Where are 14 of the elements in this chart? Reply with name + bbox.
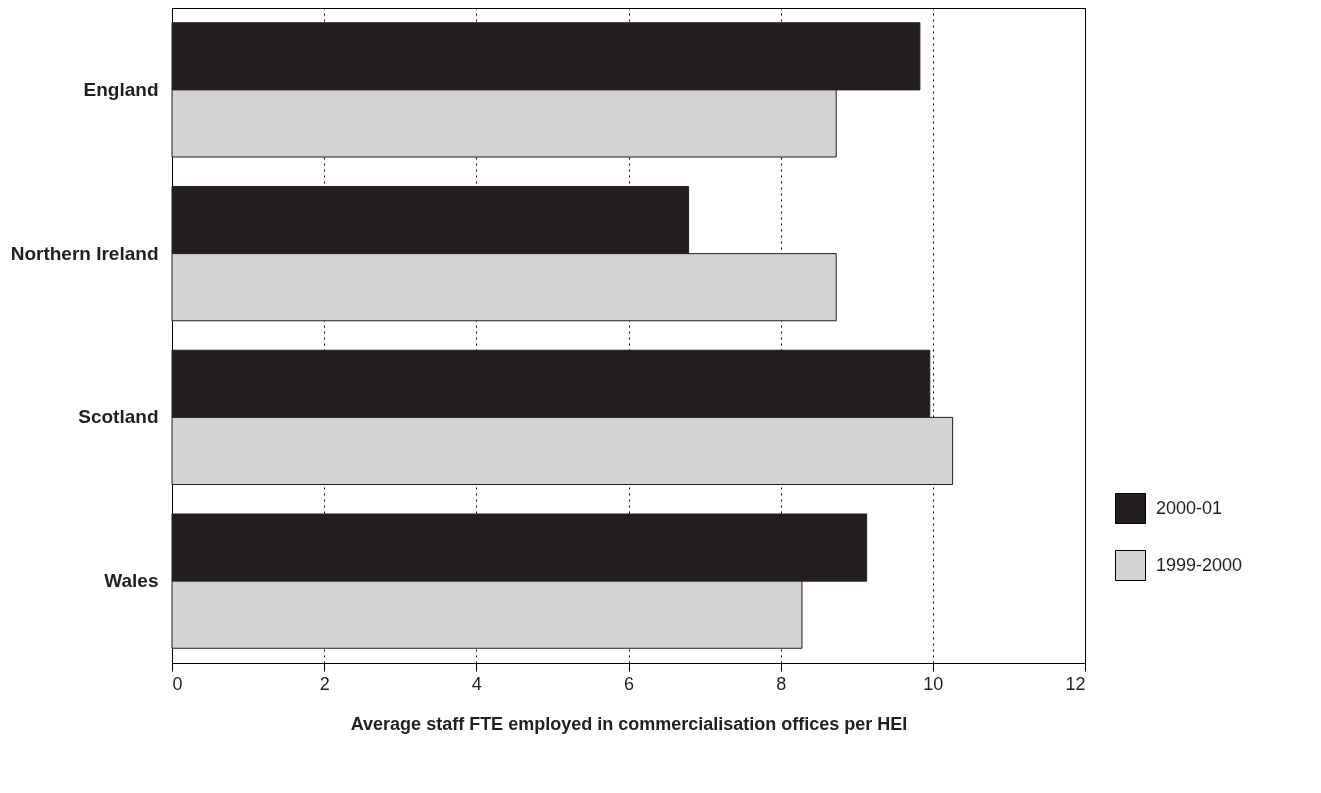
x-tick-label: 8 <box>776 673 787 694</box>
x-tick-label: 4 <box>471 673 482 694</box>
x-tick-label: 6 <box>623 673 635 694</box>
legend-label: 2000-01 <box>1156 497 1223 518</box>
x-tick-label: 12 <box>1065 673 1086 694</box>
y-tick-label: England <box>83 78 159 100</box>
x-tick-label: 10 <box>923 673 944 694</box>
y-tick-label: Northern Ireland <box>10 242 159 264</box>
legend-label: 1999-2000 <box>1156 554 1243 575</box>
y-tick-label: Scotland <box>78 406 159 428</box>
x-tick-label: 2 <box>319 673 330 694</box>
y-tick-label: Wales <box>104 570 159 592</box>
x-tick-label: 0 <box>172 673 183 694</box>
x-axis-title: Average staff FTE employed in commercialisation offices per HEI <box>350 713 908 734</box>
